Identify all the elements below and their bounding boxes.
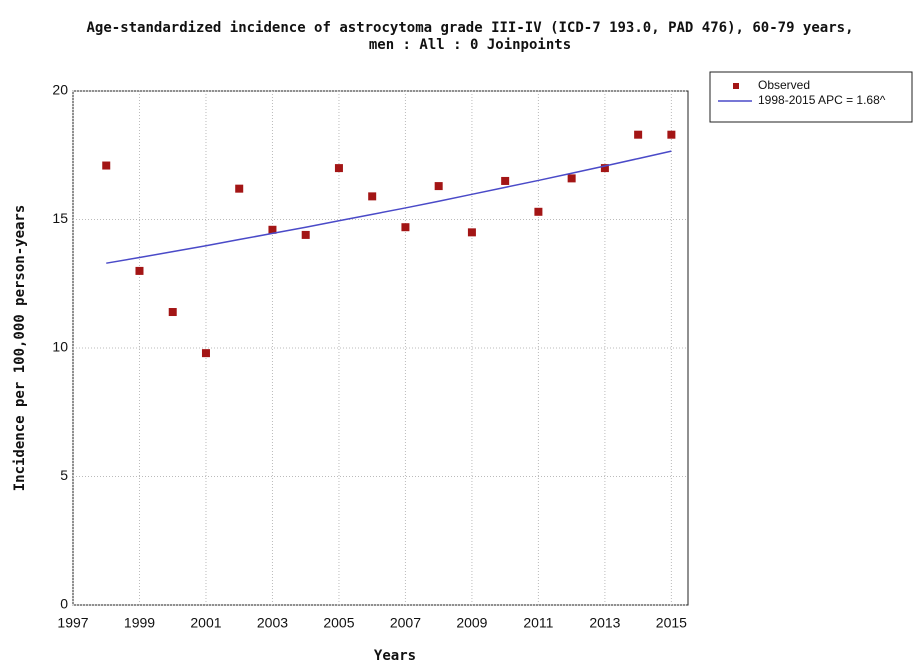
chart-title: men : All : 0 Joinpoints (369, 37, 571, 53)
y-tick-label: 15 (52, 210, 68, 226)
point (301, 230, 310, 239)
point (201, 349, 210, 358)
x-tick-label: 2013 (589, 615, 620, 631)
x-tick-label: 2007 (390, 615, 421, 631)
point (534, 207, 543, 216)
x-tick-label: 2011 (523, 615, 553, 631)
point (634, 130, 643, 139)
point (168, 308, 177, 317)
point (567, 174, 576, 183)
point (334, 164, 343, 173)
x-tick-label: 2009 (456, 615, 487, 631)
point (401, 223, 410, 232)
y-tick-label: 0 (60, 596, 68, 612)
y-tick-label: 20 (52, 82, 68, 98)
x-tick-label: 1997 (57, 615, 88, 631)
y-tick-label: 10 (52, 339, 68, 355)
chart-title: Age-standardized incidence of astrocytom… (86, 20, 853, 36)
point (135, 266, 144, 275)
point (268, 225, 277, 234)
x-tick-label: 1999 (124, 615, 155, 631)
x-tick-label: 2015 (656, 615, 687, 631)
point (667, 130, 676, 139)
point (102, 161, 111, 170)
point (434, 182, 443, 191)
x-tick-label: 2003 (257, 615, 288, 631)
x-tick-label: 2001 (190, 615, 221, 631)
point (600, 164, 609, 173)
legend (709, 71, 913, 123)
legend-label: 1998-2015 APC = 1.68^ (758, 93, 886, 107)
trend-line (106, 150, 672, 264)
legend-label: Observed (758, 78, 810, 92)
point (235, 184, 244, 193)
point (368, 192, 377, 201)
y-axis-label: Incidence per 100,000 person-years (12, 205, 28, 492)
point (467, 228, 476, 237)
x-axis-label: Years (374, 648, 416, 664)
y-tick-label: 5 (60, 467, 68, 483)
x-tick-label: 2005 (323, 615, 354, 631)
point (501, 176, 510, 185)
legend-swatch (733, 83, 739, 89)
